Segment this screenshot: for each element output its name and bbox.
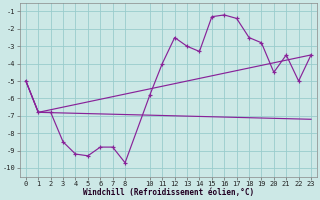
X-axis label: Windchill (Refroidissement éolien,°C): Windchill (Refroidissement éolien,°C) — [83, 188, 254, 197]
